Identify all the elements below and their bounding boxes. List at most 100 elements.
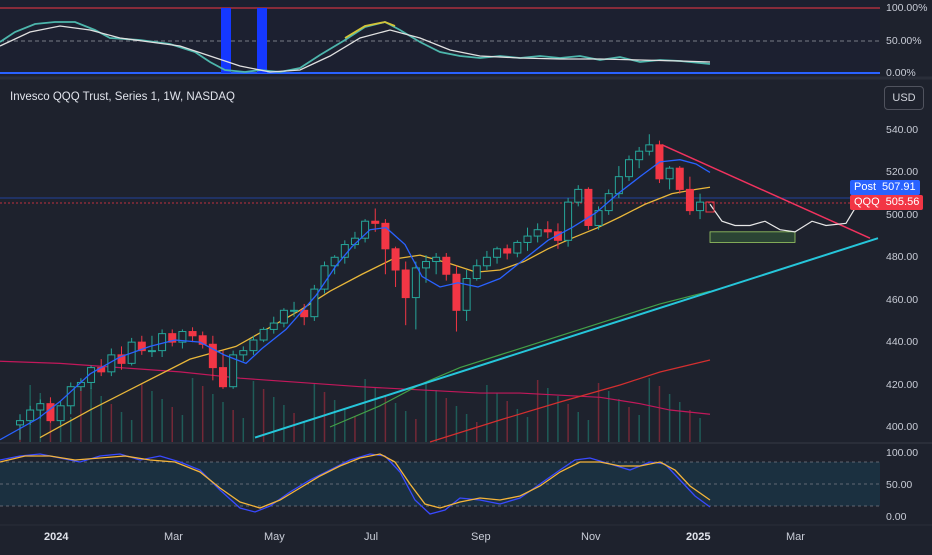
candle-body: [371, 220, 380, 224]
price-axis-label: 400.00: [886, 421, 919, 433]
axis-column: [880, 0, 932, 550]
candle-body: [635, 150, 644, 161]
candle-body: [188, 331, 197, 337]
candle-body: [391, 248, 400, 271]
bottom-axis-label: 50.00: [886, 479, 913, 491]
time-axis-label: May: [264, 531, 285, 543]
candle-body: [685, 188, 694, 212]
current-candle-outline: [705, 201, 715, 213]
ema-fast-line: [0, 159, 711, 441]
candle-body: [87, 367, 96, 383]
candle-body: [472, 265, 481, 279]
top-axis-label: 100.00%: [886, 2, 928, 14]
candle-body: [147, 350, 156, 353]
resistance-trend-line: [661, 144, 871, 239]
candle-body: [401, 269, 410, 299]
candle-body: [66, 386, 75, 407]
candle-body: [26, 409, 35, 422]
candle-body: [117, 354, 126, 364]
candle-body: [564, 201, 573, 241]
currency-button[interactable]: USD: [884, 86, 924, 110]
ema-red-line: [429, 359, 711, 443]
price-axis-label: 520.00: [886, 166, 919, 179]
time-axis-label: 2025: [686, 531, 711, 543]
candle-body: [675, 167, 684, 190]
candle-body: [16, 420, 24, 426]
candle-body: [56, 405, 65, 422]
candle-body: [208, 343, 217, 369]
time-axis-label: 2024: [44, 531, 69, 543]
price-axis-label: 440.00: [886, 336, 919, 349]
bottom-axis-label: 0.00: [886, 511, 907, 523]
price-axis-label: 420.00: [886, 378, 919, 391]
projection-path: [709, 180, 879, 233]
stoch-d-line: [0, 453, 711, 509]
time-axis-label: Mar: [164, 531, 183, 543]
candle-body: [411, 267, 420, 299]
qqq-label: QQQ: [854, 196, 880, 208]
candle-body: [625, 159, 633, 178]
candle-body: [503, 248, 512, 254]
candle-body: [442, 256, 451, 275]
bottom-axis-label: 100.00: [886, 447, 919, 459]
candle-body: [178, 331, 187, 343]
qqq-value: 505.56: [885, 196, 920, 208]
price-axis-label: 480.00: [886, 251, 919, 264]
top-signal-line: [0, 25, 711, 73]
top-blue-bar: [221, 8, 231, 73]
symbol-title: Invesco QQQ Trust, Series 1, 1W, NASDAQ: [10, 91, 235, 103]
candle-body: [696, 201, 705, 212]
candle-body: [36, 403, 45, 411]
candle-body: [493, 248, 502, 258]
time-axis-label: Jul: [364, 531, 379, 543]
candle-body: [381, 222, 390, 250]
candle-body: [219, 367, 227, 388]
candle-body: [452, 273, 461, 311]
candle-body: [259, 328, 268, 341]
candle-body: [361, 220, 370, 239]
candle-body: [553, 231, 562, 241]
candle-body: [269, 322, 278, 330]
candle-body: [279, 309, 288, 324]
top-oscillator-highlight: [344, 21, 396, 39]
candle-body: [229, 354, 238, 388]
price-axis-label: 500.00: [886, 208, 919, 221]
projection-box: [709, 231, 796, 243]
candle-body: [422, 261, 430, 269]
candle-body: [482, 256, 491, 267]
ema-long-line: [0, 360, 711, 415]
candle-body: [533, 229, 542, 237]
candle-body: [574, 188, 583, 203]
price-axis-label: 460.00: [886, 293, 919, 306]
candle-body: [330, 256, 339, 267]
candle-body: [665, 167, 674, 180]
candle-body: [462, 278, 471, 311]
post-label: Post: [854, 181, 877, 193]
candle-body: [290, 309, 299, 312]
top-axis-label: 50.00%: [886, 35, 922, 47]
top-axis-label: 0.00%: [886, 67, 916, 79]
candle-body: [239, 350, 248, 356]
candle-body: [543, 229, 552, 233]
top-blue-bar: [257, 8, 267, 73]
candle-body: [645, 144, 654, 152]
time-axis-label: Mar: [786, 531, 805, 543]
candle-body: [584, 188, 593, 226]
support-trend-line: [254, 237, 879, 439]
candle-body: [432, 256, 441, 263]
candle-body: [513, 241, 522, 254]
candle-body: [310, 288, 319, 318]
candle-body: [168, 333, 177, 343]
price-axis-label: 540.00: [886, 124, 919, 136]
candle-body: [137, 341, 146, 352]
post-price-tag: Post 507.91: [850, 180, 920, 195]
candle-body: [249, 339, 258, 352]
time-axis-label: Sep: [471, 531, 491, 543]
time-axis-label: Nov: [581, 531, 601, 543]
ema-slow-line: [329, 290, 711, 428]
top-indicator-pane: [0, 0, 880, 75]
qqq-price-tag: QQQ 505.56: [850, 195, 924, 210]
post-value: 507.91: [882, 181, 916, 193]
